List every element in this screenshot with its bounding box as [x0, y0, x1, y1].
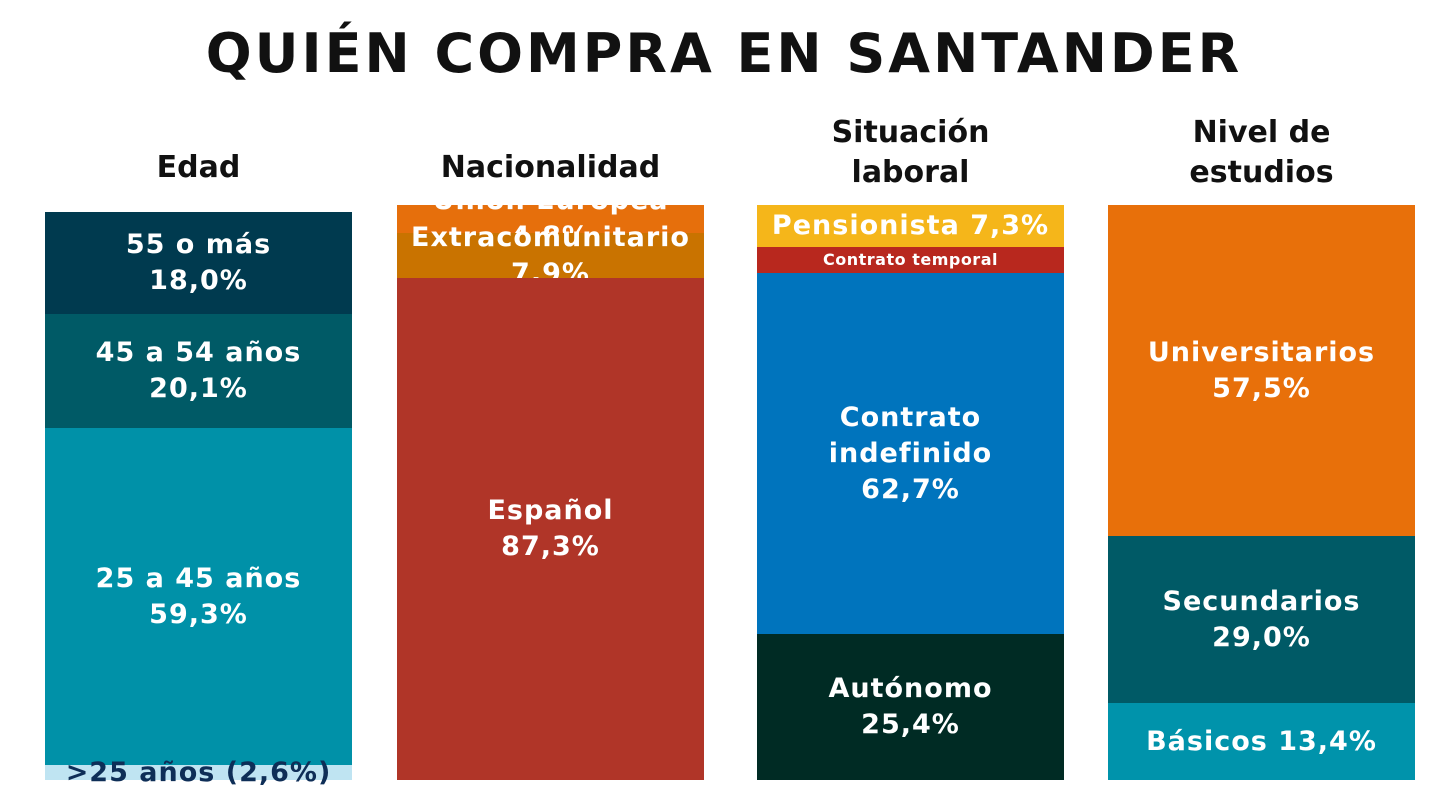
bar-segment: Pensionista 7,3% [757, 205, 1064, 247]
segment-label: Español 87,3% [487, 495, 614, 562]
page-title: QUIÉN COMPRA EN SANTANDER [205, 22, 1243, 85]
bar-edad: 55 o más 18,0% 45 a 54 años 20,1% 25 a 45 … [45, 212, 352, 788]
segment-label: >25 años (2,6%) [65, 756, 332, 788]
bar-situacion-laboral: Pensionista 7,3% Contrato temporal Contrat… [757, 205, 1064, 780]
chart-title-situacion-laboral: Situación laboral [831, 115, 990, 190]
chart-title-nacionalidad: Nacionalidad [440, 150, 661, 185]
bar-segment: Español 87,3% [397, 278, 704, 780]
bar-nacionalidad: Unión Europea 4,8%Extracomunitario 7,9%E… [397, 185, 704, 780]
segment-label: Pensionista 7,3% [771, 210, 1050, 241]
bar-segment: >25 años (2,6%) [45, 757, 352, 788]
bar-segment: 25 a 45 años 59,3% [45, 428, 352, 765]
bar-segment: Secundarios 29,0% [1108, 536, 1415, 703]
bar-segment: Contrato indefinido 62,7% [757, 273, 1064, 634]
bar-segment: 55 o más 18,0% [45, 212, 352, 314]
segment-label: 55 o más 18,0% [125, 229, 272, 296]
chart-title-edad: Edad [156, 150, 241, 185]
segment-label: Básicos 13,4% [1146, 725, 1377, 757]
segment-label: 25 a 45 años 59,3% [95, 562, 302, 630]
segment-label: Universitarios 57,5% [1147, 336, 1376, 404]
bar-segment: Contrato temporal [757, 247, 1064, 273]
bar-segment: Extracomunitario 7,9% [397, 222, 704, 289]
segment-label: 45 a 54 años 20,1% [95, 337, 302, 404]
chart-title-nivel-estudios: Nivel de estudios [1189, 115, 1334, 190]
bar-segment: Universitarios 57,5% [1108, 205, 1415, 536]
segment-label: Contrato temporal [823, 250, 998, 269]
bar-segment: 45 a 54 años 20,1% [45, 314, 352, 428]
segment-label: Autónomo 25,4% [828, 673, 993, 740]
segment-label: Contrato indefinido 62,7% [828, 401, 993, 505]
bar-segment: Autónomo 25,4% [757, 634, 1064, 780]
segment-label: Secundarios 29,0% [1162, 585, 1361, 653]
bar-segment: Básicos 13,4% [1108, 703, 1415, 780]
bar-nivel-estudios: Universitarios 57,5% Secundarios 29,0% Bás… [1108, 205, 1415, 780]
